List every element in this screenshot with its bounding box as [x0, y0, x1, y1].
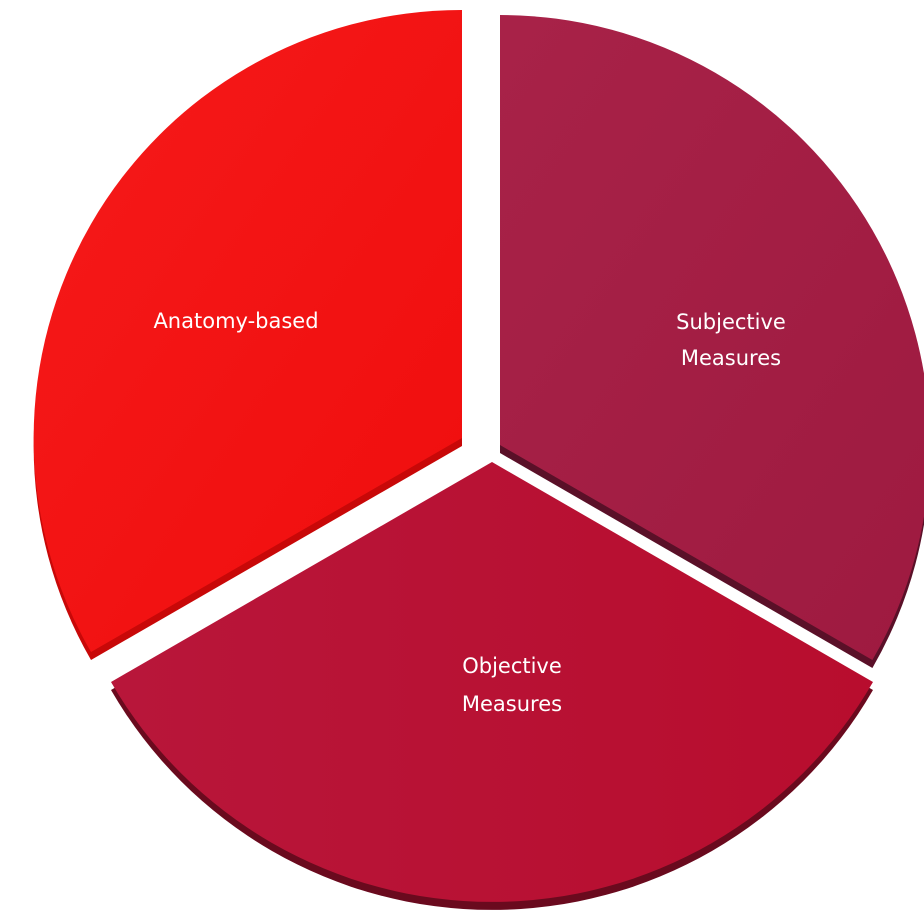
segment-label: Anatomy-based	[153, 309, 318, 333]
segment-anatomy	[33, 9, 463, 653]
segment-label: Measures	[462, 692, 562, 716]
segment-label: Objective	[462, 654, 562, 678]
segment-subjective	[500, 15, 924, 660]
segment-label: Measures	[681, 346, 781, 370]
segment-objective	[111, 462, 873, 902]
segment-label: Subjective	[676, 310, 786, 334]
